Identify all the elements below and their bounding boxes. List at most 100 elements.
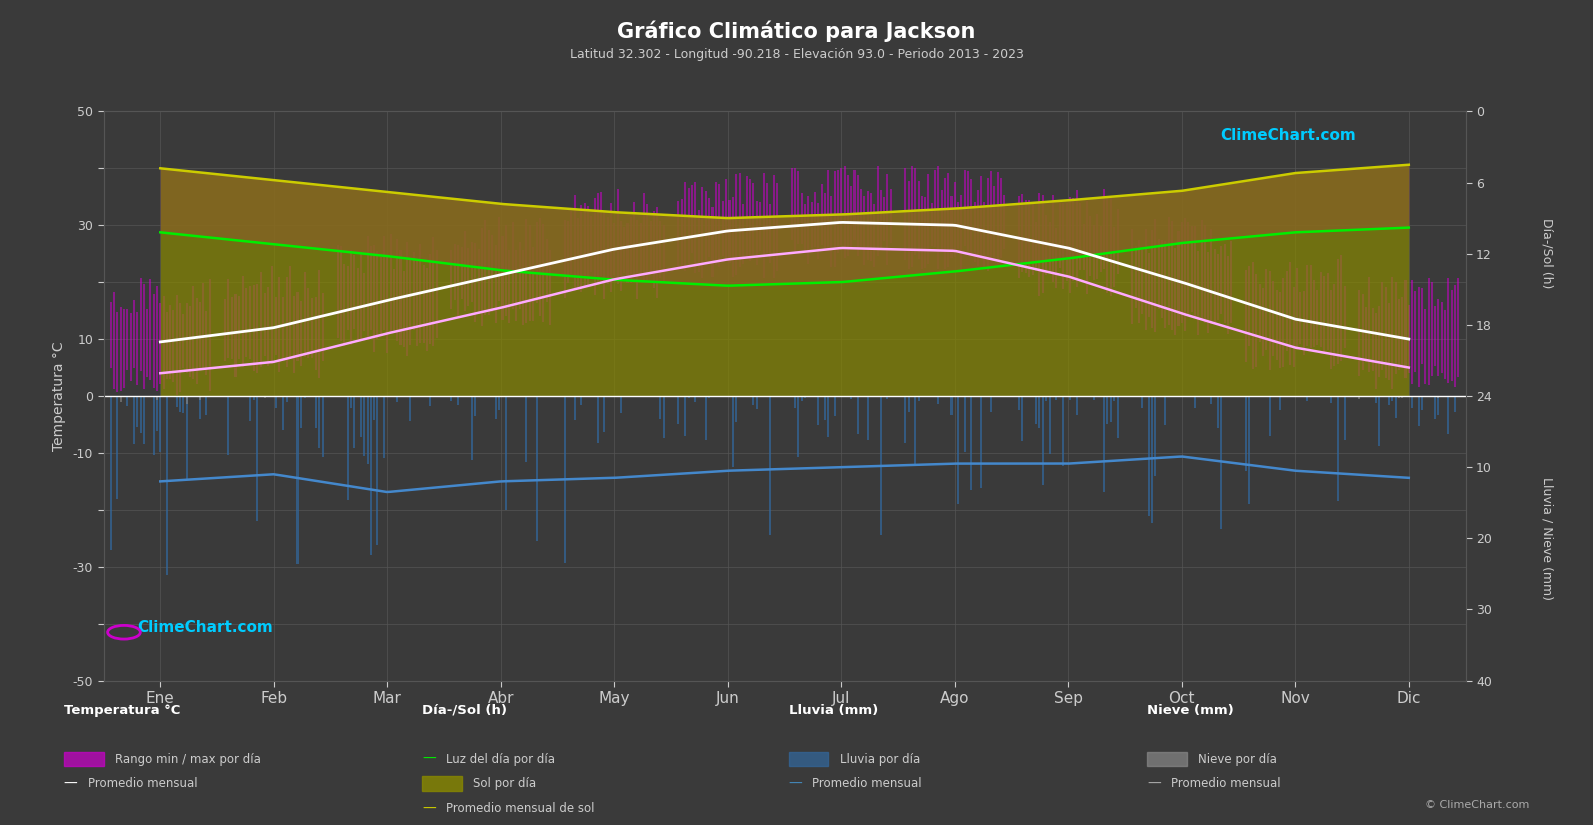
Bar bbox=[1152, 396, 1153, 523]
Bar bbox=[425, 268, 429, 351]
Bar bbox=[475, 396, 476, 416]
Bar bbox=[156, 285, 158, 391]
Bar bbox=[918, 396, 919, 401]
Bar bbox=[1158, 239, 1160, 309]
Bar bbox=[610, 203, 612, 292]
Bar bbox=[1343, 286, 1346, 348]
Bar bbox=[279, 277, 280, 372]
Bar bbox=[150, 280, 151, 380]
Bar bbox=[1411, 280, 1413, 384]
Bar bbox=[193, 286, 194, 379]
Bar bbox=[373, 245, 374, 351]
Bar bbox=[495, 396, 497, 419]
Bar bbox=[773, 175, 774, 278]
Bar bbox=[209, 279, 210, 391]
Bar bbox=[833, 171, 836, 267]
Bar bbox=[416, 260, 417, 346]
Bar bbox=[178, 396, 182, 412]
Bar bbox=[876, 166, 879, 256]
Bar bbox=[704, 191, 707, 262]
Bar bbox=[989, 396, 992, 412]
Bar bbox=[1427, 277, 1429, 385]
Bar bbox=[604, 396, 605, 431]
Bar bbox=[867, 191, 868, 260]
Bar bbox=[487, 230, 491, 315]
Bar bbox=[403, 271, 405, 346]
Bar bbox=[322, 293, 323, 361]
Bar bbox=[830, 196, 833, 267]
Bar bbox=[879, 190, 883, 248]
Bar bbox=[640, 223, 642, 274]
Bar bbox=[119, 307, 121, 391]
Bar bbox=[1168, 217, 1169, 324]
Bar bbox=[857, 175, 859, 256]
Bar bbox=[755, 396, 758, 409]
Bar bbox=[1324, 396, 1325, 398]
Bar bbox=[363, 396, 365, 455]
Bar bbox=[937, 166, 940, 269]
Bar bbox=[1171, 221, 1172, 330]
Bar bbox=[505, 225, 507, 316]
Bar bbox=[1431, 282, 1432, 376]
Text: Sol por día: Sol por día bbox=[473, 777, 537, 790]
Bar bbox=[282, 296, 284, 359]
Bar bbox=[1324, 276, 1325, 352]
Bar bbox=[752, 183, 755, 255]
Bar bbox=[685, 182, 687, 271]
Bar bbox=[930, 203, 933, 246]
Bar bbox=[1024, 200, 1027, 272]
Bar bbox=[264, 293, 266, 356]
Bar bbox=[851, 186, 852, 250]
Bar bbox=[801, 192, 803, 244]
Bar bbox=[1381, 281, 1383, 370]
Bar bbox=[1110, 198, 1112, 295]
Bar bbox=[526, 396, 527, 462]
Bar bbox=[854, 171, 855, 240]
Bar bbox=[1437, 396, 1440, 398]
Bar bbox=[293, 296, 295, 373]
Bar bbox=[505, 396, 507, 510]
Bar bbox=[1004, 195, 1005, 248]
Text: Promedio mensual de sol: Promedio mensual de sol bbox=[446, 802, 594, 815]
Bar bbox=[1244, 396, 1247, 471]
Bar bbox=[644, 193, 645, 282]
Text: Nieve por día: Nieve por día bbox=[1198, 752, 1278, 766]
Bar bbox=[695, 396, 696, 402]
Bar bbox=[419, 244, 421, 343]
Bar bbox=[1337, 259, 1338, 364]
Bar bbox=[1313, 280, 1316, 347]
Bar bbox=[927, 174, 929, 264]
Bar bbox=[1359, 290, 1360, 376]
Bar bbox=[175, 396, 178, 408]
Bar bbox=[1327, 272, 1329, 350]
Bar bbox=[1083, 224, 1085, 270]
Bar bbox=[223, 299, 226, 361]
Bar bbox=[1454, 285, 1456, 387]
Bar bbox=[526, 219, 527, 323]
Bar bbox=[1214, 248, 1215, 323]
Bar bbox=[140, 396, 142, 433]
Bar bbox=[376, 396, 379, 545]
Bar bbox=[1289, 262, 1292, 365]
Bar bbox=[739, 396, 741, 397]
Bar bbox=[502, 236, 503, 320]
Bar bbox=[594, 198, 596, 295]
Bar bbox=[718, 184, 720, 267]
Bar bbox=[736, 174, 738, 276]
Bar bbox=[1316, 290, 1319, 345]
Bar bbox=[186, 396, 188, 479]
Y-axis label: Temperatura °C: Temperatura °C bbox=[51, 342, 65, 450]
Bar bbox=[847, 175, 849, 257]
Bar bbox=[182, 396, 185, 412]
Bar bbox=[591, 216, 593, 272]
Bar bbox=[499, 396, 500, 410]
Bar bbox=[153, 396, 155, 455]
Bar bbox=[1086, 200, 1088, 295]
Bar bbox=[860, 188, 862, 247]
Bar bbox=[116, 312, 118, 392]
Bar bbox=[1437, 299, 1440, 375]
Bar bbox=[1230, 241, 1233, 323]
Bar bbox=[1035, 396, 1037, 424]
Bar bbox=[1343, 396, 1346, 440]
Bar bbox=[620, 396, 621, 413]
